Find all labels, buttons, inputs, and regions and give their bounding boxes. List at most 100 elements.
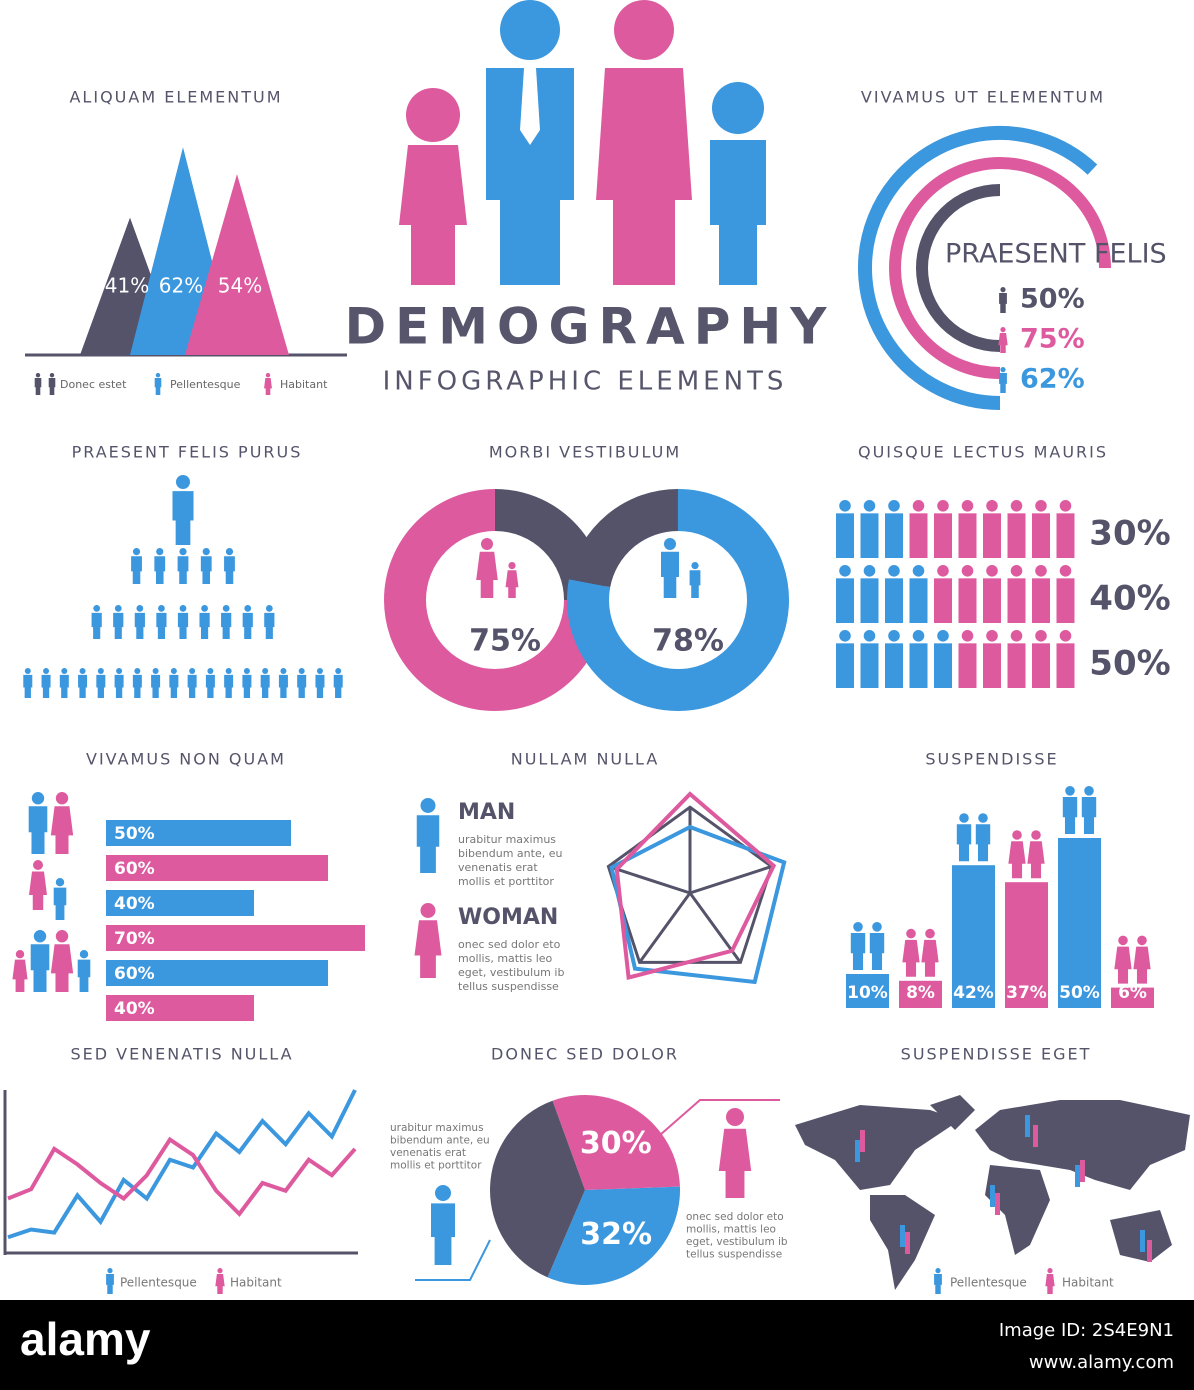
person-icon — [264, 605, 275, 639]
icon-head — [1035, 630, 1047, 642]
person-icon — [1045, 1268, 1055, 1294]
body-text: venenatis erat — [390, 1147, 466, 1159]
map-bar — [1033, 1125, 1038, 1147]
value-label: 30% — [1089, 514, 1170, 554]
icon-body — [983, 578, 1001, 623]
person-icon — [934, 1268, 942, 1294]
icon-head — [1059, 500, 1072, 512]
icon-head — [97, 668, 104, 674]
icon-body — [23, 674, 33, 698]
icon-body — [154, 556, 166, 584]
icon-body — [48, 378, 56, 395]
person-icon — [1133, 935, 1151, 984]
person-icon — [106, 1268, 114, 1294]
person-icon — [131, 548, 142, 584]
series-name: MAN — [458, 800, 515, 825]
icon-body — [297, 674, 307, 698]
value-label: 62% — [1020, 364, 1085, 395]
person-icon — [59, 668, 69, 698]
icon-head — [55, 878, 65, 887]
map-bar — [855, 1140, 860, 1162]
icon-head — [863, 630, 876, 642]
icon-body — [28, 806, 48, 854]
bar — [1111, 987, 1154, 1008]
person-icon — [297, 668, 307, 698]
icon-body — [1133, 946, 1151, 984]
icon-head — [1000, 287, 1006, 293]
icon-body — [476, 551, 498, 598]
legend-label: Habitant — [230, 1276, 282, 1290]
map-bar — [900, 1225, 905, 1247]
person-icon — [177, 548, 189, 584]
radial-label: PRAESENT FELIS — [945, 239, 1167, 270]
person-icon — [999, 287, 1007, 313]
icon-head — [79, 950, 89, 959]
person-icon — [975, 813, 991, 862]
icon-head — [1137, 935, 1147, 946]
person-icon — [200, 548, 212, 584]
icon-head — [55, 930, 69, 943]
radial-arc — [916, 184, 1001, 352]
series-name: WOMAN — [458, 905, 558, 930]
person-icon — [28, 792, 48, 854]
icon-head — [888, 565, 900, 577]
map-bar — [990, 1185, 995, 1207]
map-bar — [1025, 1115, 1030, 1137]
icon-body — [860, 578, 879, 623]
person-icon — [260, 668, 270, 698]
icon-body — [885, 578, 903, 623]
value-label: 50% — [1059, 983, 1100, 1003]
icon-head — [225, 668, 232, 674]
person-icon — [689, 562, 701, 598]
pie-slice — [547, 1186, 681, 1286]
icon-body — [1007, 578, 1026, 623]
icon-head — [201, 605, 208, 612]
person-icon — [156, 605, 167, 639]
icon-head — [481, 538, 493, 550]
icon-body — [177, 612, 189, 639]
icon-head — [189, 668, 196, 674]
icon-head — [152, 668, 159, 674]
value-label: 54% — [218, 274, 262, 298]
icon-body — [505, 570, 519, 598]
icon-body — [718, 1128, 752, 1198]
person-icon — [177, 605, 189, 639]
icon-head — [664, 538, 676, 550]
body-text: eget, vestibulum ib — [686, 1236, 788, 1248]
connector — [659, 1099, 780, 1136]
icon-head — [114, 605, 122, 612]
value-label: 50% — [1020, 284, 1085, 315]
icon-head — [61, 668, 68, 674]
hero-figures — [399, 0, 766, 285]
legend-label: Pellentesque — [170, 378, 241, 391]
icon-body — [934, 643, 952, 688]
icon-body — [909, 643, 928, 688]
icon-body — [260, 674, 270, 698]
value-label: 50% — [114, 824, 155, 844]
icon-head — [158, 605, 165, 612]
radar-series — [614, 791, 777, 981]
bar — [106, 855, 328, 881]
icon-body — [1007, 513, 1026, 558]
bar — [106, 960, 328, 986]
person-icon — [921, 928, 939, 977]
value-label: 42% — [953, 983, 994, 1003]
icon-body — [1062, 797, 1078, 834]
person-icon — [264, 373, 272, 395]
icon-body — [860, 643, 879, 688]
series-text: onec sed dolor eto — [458, 938, 561, 951]
person-icon — [53, 878, 67, 920]
icon-body — [661, 551, 679, 598]
icon-head — [1000, 327, 1006, 333]
icon-body — [1032, 643, 1050, 688]
value-label: 70% — [114, 929, 155, 949]
icon-head — [1010, 500, 1023, 512]
icon-body — [96, 674, 106, 698]
main-subtitle: INFOGRAPHIC ELEMENTS — [383, 367, 788, 397]
icon-head — [222, 605, 230, 612]
icon-body — [264, 612, 275, 639]
icon-head — [726, 1108, 744, 1126]
person-icon — [154, 373, 162, 395]
icon-body — [999, 372, 1007, 393]
icon-head — [1010, 565, 1023, 577]
